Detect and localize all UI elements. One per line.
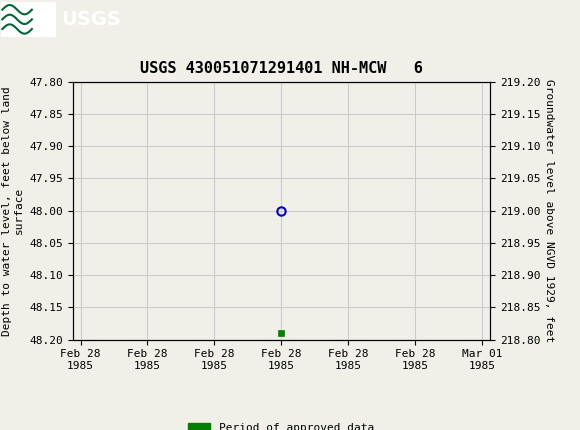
- FancyBboxPatch shape: [1, 2, 56, 37]
- Y-axis label: Groundwater level above NGVD 1929, feet: Groundwater level above NGVD 1929, feet: [544, 79, 554, 342]
- Text: USGS: USGS: [61, 10, 121, 29]
- Title: USGS 430051071291401 NH-MCW   6: USGS 430051071291401 NH-MCW 6: [140, 61, 423, 77]
- Y-axis label: Depth to water level, feet below land
surface: Depth to water level, feet below land su…: [2, 86, 23, 335]
- Legend: Period of approved data: Period of approved data: [184, 418, 379, 430]
